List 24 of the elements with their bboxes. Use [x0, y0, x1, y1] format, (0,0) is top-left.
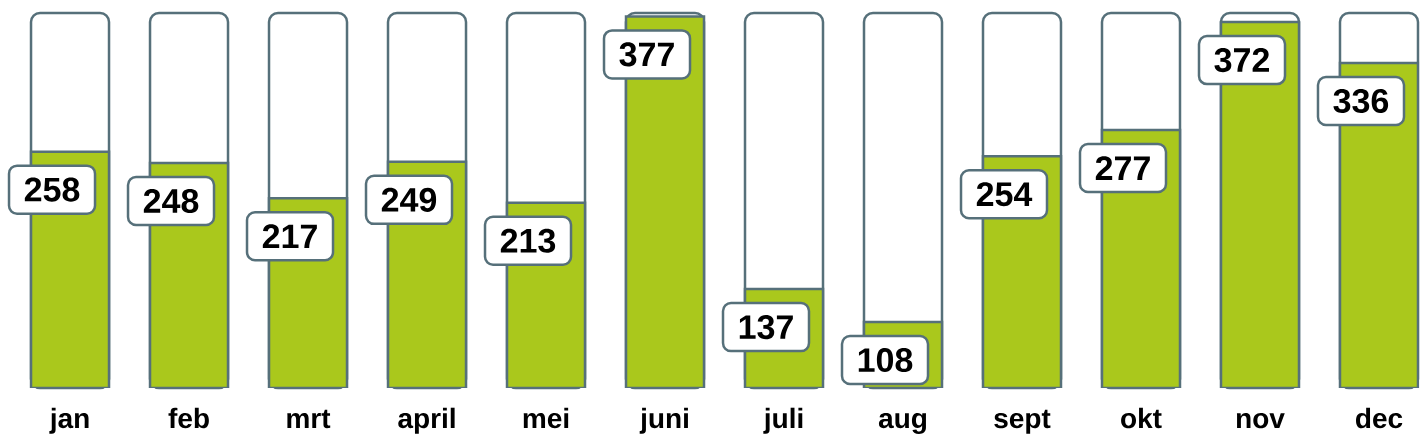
data-label: 108: [858, 348, 913, 373]
data-label: 254: [976, 182, 1033, 207]
x-tick-label: juli: [763, 407, 803, 434]
x-tick-label: aug: [878, 412, 927, 434]
data-label: 248: [143, 188, 199, 214]
x-tick-label: feb: [168, 407, 209, 429]
data-label: 336: [1333, 88, 1389, 114]
data-label: 217: [262, 224, 317, 249]
x-tick-label: mrt: [287, 409, 331, 429]
x-tick-label: juni: [639, 407, 688, 434]
data-label: 137: [739, 315, 793, 340]
x-tick-label: mei: [523, 407, 569, 429]
data-label: 277: [1095, 156, 1150, 180]
data-label: 213: [500, 228, 556, 253]
x-tick-label: nov: [1236, 412, 1285, 429]
data-label: 372: [1214, 48, 1269, 73]
data-label: 249: [381, 187, 437, 212]
x-tick-label: jan: [49, 407, 89, 434]
x-tick-label: sept: [994, 409, 1051, 434]
x-tick-label: dec: [1356, 407, 1403, 429]
x-tick-label: okt: [1121, 407, 1162, 429]
data-label: 258: [24, 177, 80, 202]
x-tick-label: april: [398, 407, 455, 434]
data-label: 377: [619, 42, 674, 67]
